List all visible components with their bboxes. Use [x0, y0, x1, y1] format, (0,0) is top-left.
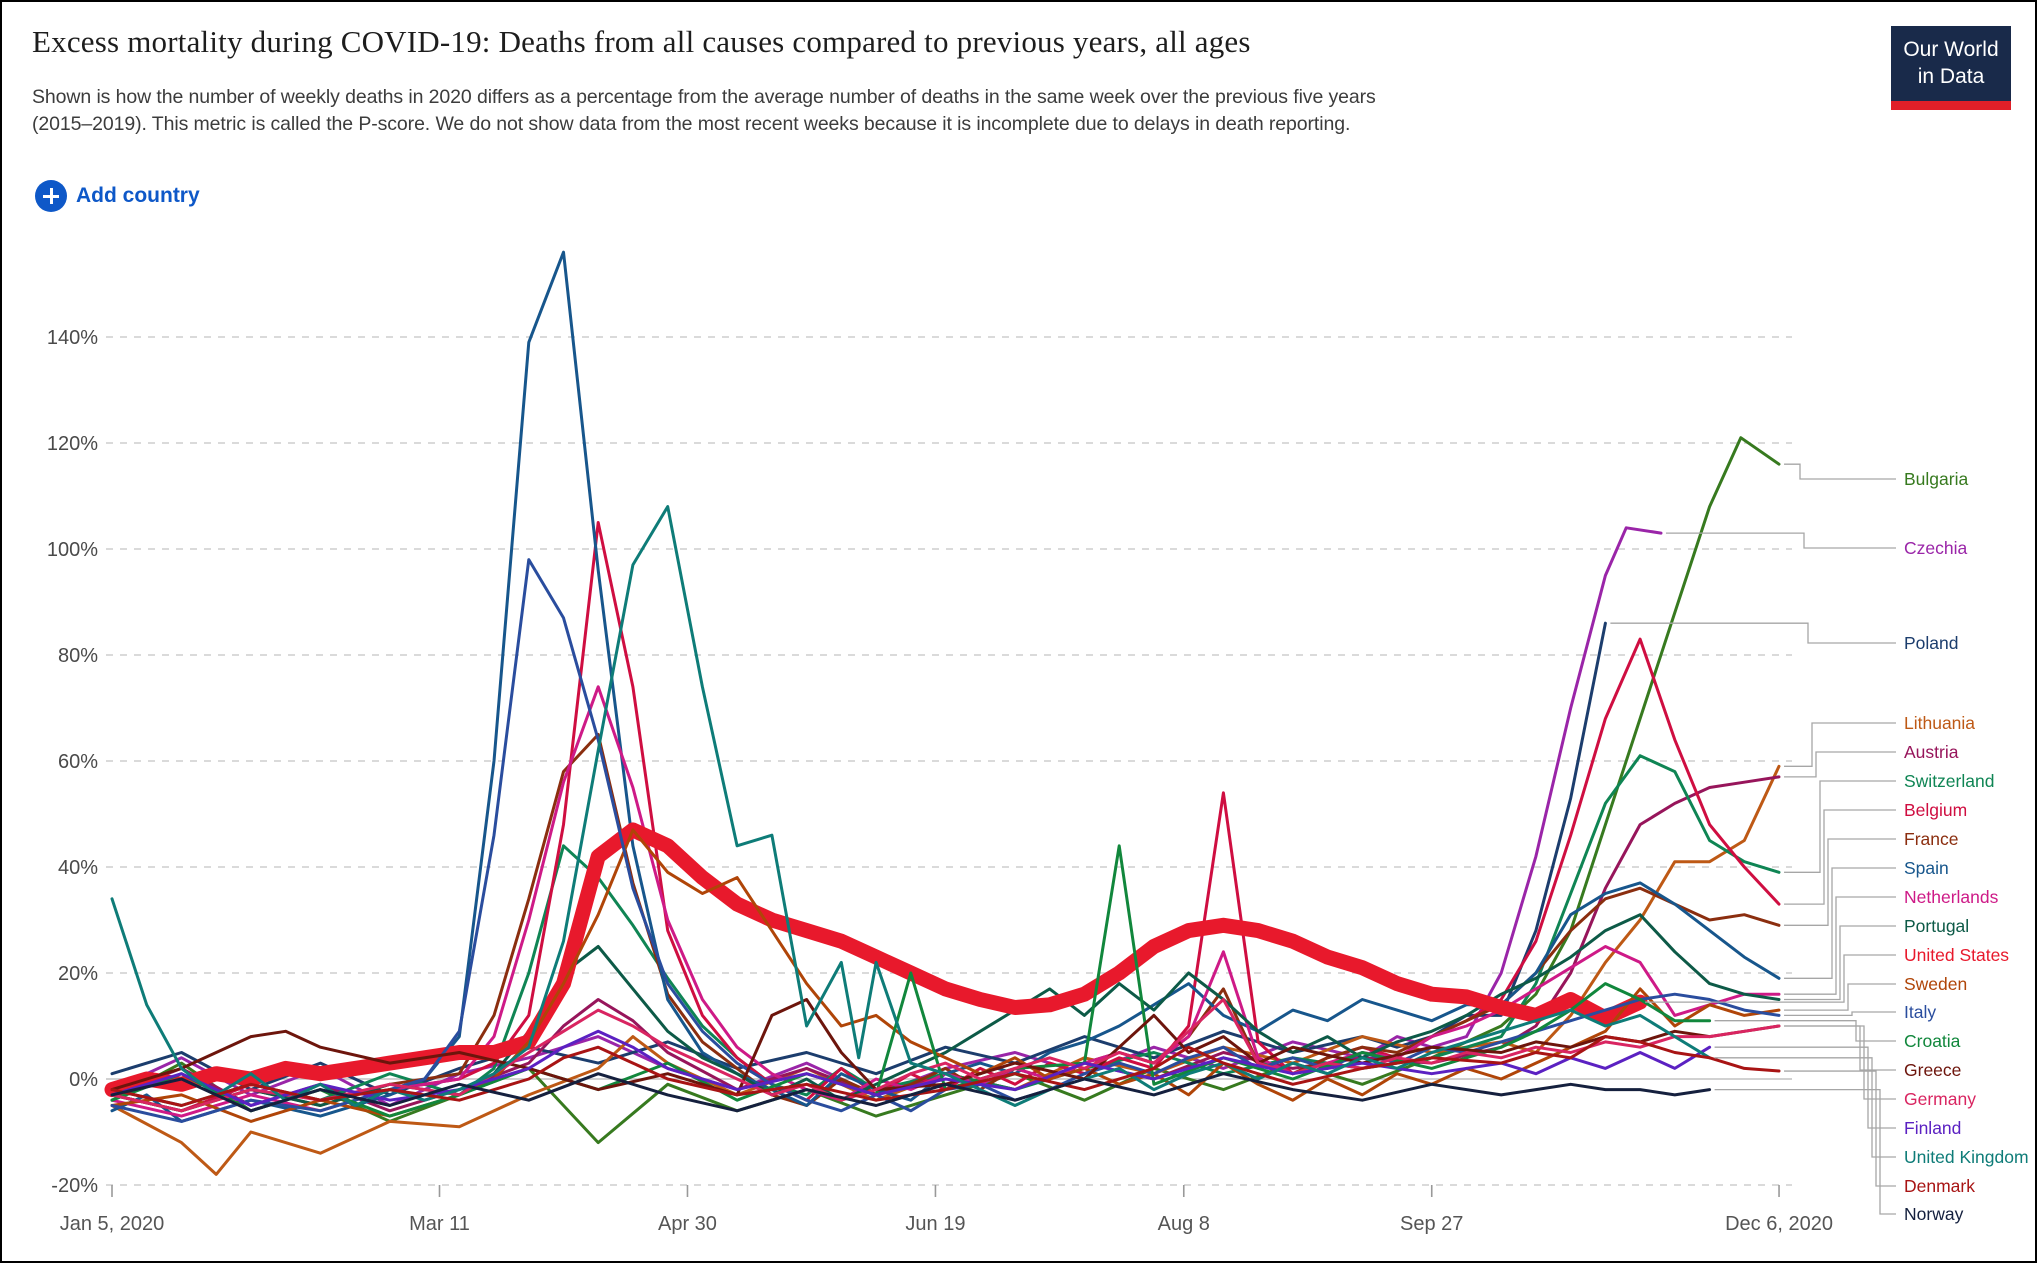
series-line-germany[interactable] — [110, 998, 1781, 1113]
legend-connector-sweden — [1784, 983, 1896, 1011]
x-axis-label-0: Jan 5, 2020 — [60, 1213, 165, 1235]
page-title: Excess mortality during COVID-19: Deaths… — [32, 24, 1251, 59]
legend-label-denmark[interactable]: Denmark — [1904, 1176, 1975, 1196]
series-line-finland[interactable] — [110, 1029, 1712, 1107]
legend-connector-greece — [1784, 1025, 1896, 1071]
legend-connector-poland — [1610, 622, 1896, 644]
y-axis-label-60: 60% — [58, 751, 98, 773]
y-axis-label-80: 80% — [58, 645, 98, 667]
legend-connector-belgium — [1784, 809, 1896, 905]
add-country-label: Add country — [76, 184, 200, 207]
legend-label-austria[interactable]: Austria — [1904, 742, 1959, 762]
y-axis-label-100: 100% — [47, 539, 98, 561]
legend-connector-portugal — [1784, 925, 1896, 1001]
legend-connector-united-kingdom — [1714, 1057, 1896, 1158]
owid-logo-line1: Our World — [1903, 38, 1999, 62]
y-axis-label-0: 0% — [69, 1069, 98, 1091]
owid-logo-text: Our World in Data — [1891, 26, 2011, 101]
x-axis-label-1: Mar 11 — [409, 1213, 470, 1235]
legend-label-france[interactable]: France — [1904, 829, 1958, 849]
legend-label-belgium[interactable]: Belgium — [1904, 800, 1967, 820]
y-axis-label-40: 40% — [58, 857, 98, 879]
legend-connector-france — [1784, 838, 1896, 926]
x-axis-label-2: Apr 30 — [658, 1213, 717, 1235]
series-line-united-kingdom[interactable] — [110, 505, 1712, 1107]
legend-connector-netherlands — [1784, 896, 1896, 995]
owid-logo-red-bar — [1891, 101, 2011, 110]
owid-logo-line2: in Data — [1917, 64, 1985, 88]
legend-label-bulgaria[interactable]: Bulgaria — [1904, 469, 1968, 489]
legend-label-norway[interactable]: Norway — [1904, 1204, 1964, 1224]
owid-logo: Our World in Data — [1891, 26, 2011, 110]
y-axis-label-20: 20% — [58, 963, 98, 985]
legend-connector-spain — [1784, 867, 1896, 979]
legend-connector-bulgaria — [1784, 463, 1896, 480]
add-country-button[interactable]: Add country — [35, 180, 200, 212]
legend-label-lithuania[interactable]: Lithuania — [1904, 713, 1975, 733]
legend-label-united-kingdom[interactable]: United Kingdom — [1904, 1147, 2029, 1167]
y-axis-label--20: -20% — [51, 1175, 98, 1197]
legend-connector-denmark — [1784, 1070, 1896, 1187]
legend-label-sweden[interactable]: Sweden — [1904, 974, 1967, 994]
series-line-bulgaria[interactable] — [110, 436, 1781, 1145]
y-axis-label-120: 120% — [47, 433, 98, 455]
legend-connector-croatia — [1714, 1020, 1896, 1042]
legend-connector-switzerland — [1784, 780, 1896, 873]
legend-label-netherlands[interactable]: Netherlands — [1904, 887, 1999, 907]
series-line-netherlands[interactable] — [110, 685, 1781, 1118]
legend-label-czechia[interactable]: Czechia — [1904, 538, 1967, 558]
legend-label-greece[interactable]: Greece — [1904, 1060, 1961, 1080]
legend-label-portugal[interactable]: Portugal — [1904, 916, 1969, 936]
series-line-united-states[interactable] — [104, 822, 1648, 1098]
legend-connector-norway — [1714, 1088, 1896, 1215]
series-line-norway[interactable] — [110, 1072, 1712, 1113]
legend-connector-italy — [1784, 1011, 1896, 1017]
legend-label-poland[interactable]: Poland — [1904, 633, 1959, 653]
legend-label-croatia[interactable]: Croatia — [1904, 1031, 1961, 1051]
legend-connector-germany — [1784, 1025, 1896, 1100]
legend-connector-czechia — [1665, 532, 1896, 549]
legend-connector-lithuania — [1784, 722, 1896, 767]
series-line-lithuania[interactable] — [110, 764, 1781, 1176]
legend-label-united-states[interactable]: United States — [1904, 945, 2009, 965]
x-axis-label-4: Aug 8 — [1158, 1213, 1210, 1235]
chart-subtitle: Shown is how the number of weekly deaths… — [32, 86, 1376, 135]
legend-connector-finland — [1714, 1046, 1896, 1129]
legend-label-spain[interactable]: Spain — [1904, 858, 1949, 878]
series-line-denmark[interactable] — [110, 1035, 1781, 1107]
x-axis-label-3: Jun 19 — [905, 1213, 965, 1235]
legend-label-germany[interactable]: Germany — [1904, 1089, 1976, 1109]
series-line-italy[interactable] — [110, 558, 1781, 1123]
legend-label-italy[interactable]: Italy — [1904, 1002, 1936, 1022]
legend-connector-austria — [1784, 751, 1896, 778]
series-line-poland[interactable] — [110, 621, 1607, 1097]
x-axis-label-5: Sep 27 — [1400, 1213, 1463, 1235]
x-axis-label-6: Dec 6, 2020 — [1725, 1213, 1833, 1235]
y-axis-label-140: 140% — [47, 327, 98, 349]
plus-icon — [35, 180, 67, 212]
legend-label-switzerland[interactable]: Switzerland — [1904, 771, 1994, 791]
legend-label-finland[interactable]: Finland — [1904, 1118, 1961, 1138]
legend-connector-united-states — [1645, 954, 1896, 1003]
